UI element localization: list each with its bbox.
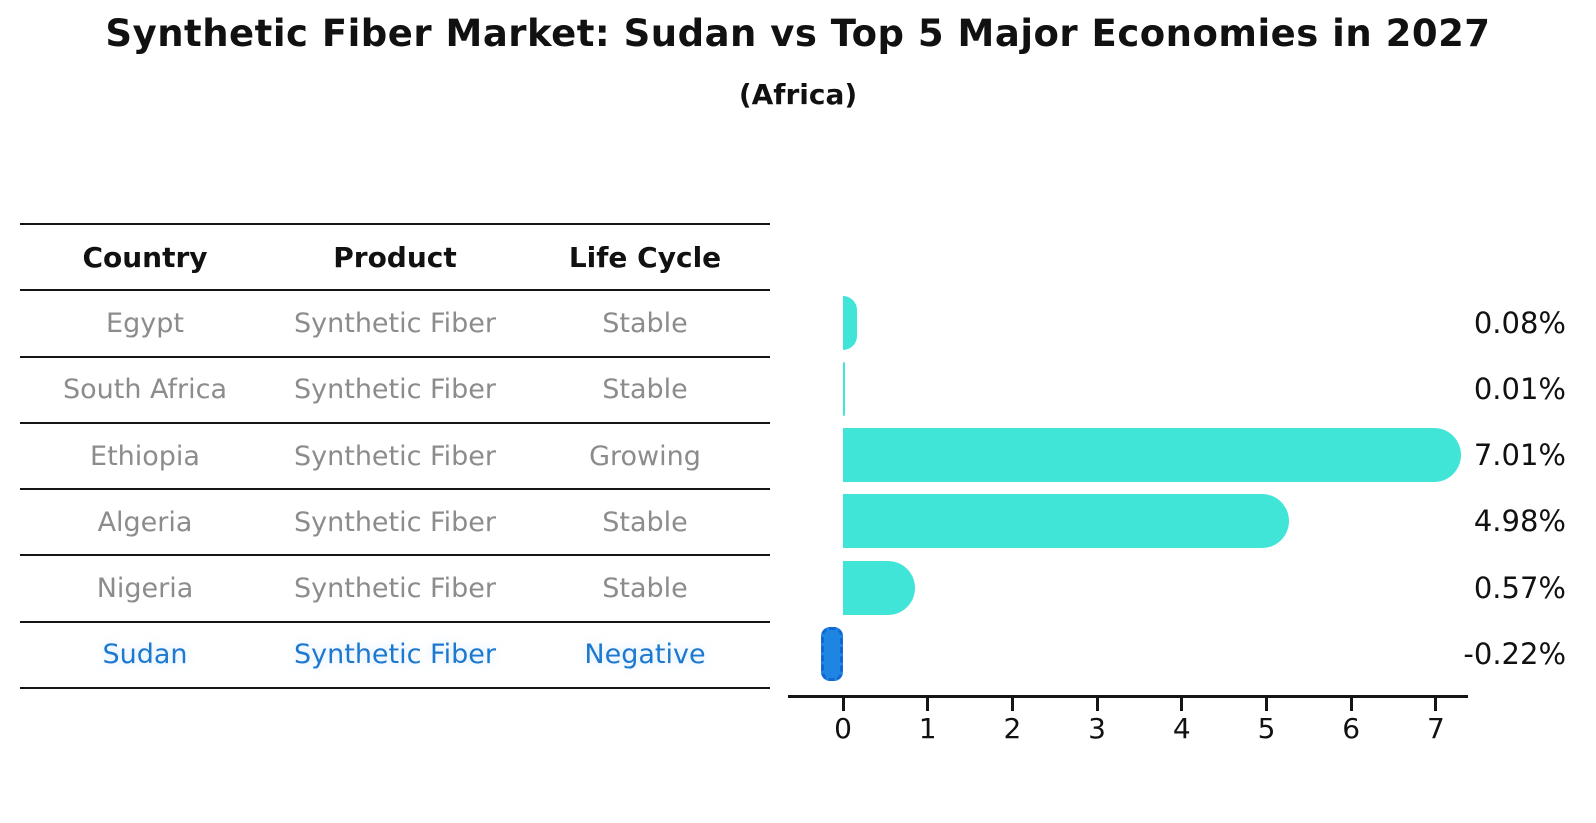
cell-life-cycle: Stable	[602, 307, 688, 339]
bar-ethiopia	[843, 428, 1461, 483]
cell-product: Synthetic Fiber	[294, 440, 496, 472]
cell-life-cycle: Stable	[602, 506, 688, 538]
cell-life-cycle: Growing	[589, 440, 701, 472]
cell-product: Synthetic Fiber	[294, 307, 496, 339]
x-axis-line	[788, 695, 1468, 698]
bar-egypt	[843, 295, 857, 350]
country-table: Country Product Life Cycle Egypt Syntheti…	[20, 223, 770, 690]
table-row-egypt: Egypt Synthetic Fiber Stable	[20, 291, 770, 358]
cell-product: Synthetic Fiber	[294, 639, 496, 671]
x-tick-label-3: 3	[1088, 712, 1106, 745]
x-tick-label-5: 5	[1257, 712, 1276, 745]
x-tick-label-4: 4	[1172, 712, 1191, 745]
table-row-south-africa: South Africa Synthetic Fiber Stable	[20, 358, 770, 424]
x-tick-3	[1095, 698, 1099, 711]
table-body: Egypt Synthetic Fiber Stable South Africa Sy…	[20, 291, 770, 690]
cell-country: Nigeria	[96, 573, 194, 605]
x-tick-label-1: 1	[918, 712, 937, 745]
cell-life-cycle: Stable	[602, 374, 688, 406]
x-tick-4	[1180, 698, 1184, 711]
table-header-row: Country Product Life Cycle	[20, 225, 770, 292]
cell-country: South Africa	[62, 374, 228, 406]
value-label-south-africa: 0.01%	[1473, 371, 1566, 406]
table-header-country: Country	[82, 240, 208, 274]
table-row-nigeria: Nigeria Synthetic Fiber Stable	[20, 556, 770, 623]
table-row-ethiopia: Ethiopia Synthetic Fiber Growing	[20, 424, 770, 491]
bar-nigeria	[843, 560, 916, 615]
cell-product: Synthetic Fiber	[294, 374, 496, 406]
chart-subtitle: (Africa)	[738, 78, 858, 111]
x-tick-2	[1010, 698, 1014, 711]
table-row-sudan: Sudan Synthetic Fiber Negative	[20, 623, 770, 690]
cell-life-cycle: Stable	[602, 573, 688, 605]
x-tick-label-0: 0	[834, 712, 852, 745]
cell-country: Egypt	[106, 307, 184, 339]
value-label-sudan: -0.22%	[1463, 637, 1566, 672]
value-label-algeria: 4.98%	[1473, 504, 1566, 539]
value-label-nigeria: 0.57%	[1473, 570, 1566, 605]
cell-country: Sudan	[102, 639, 188, 671]
x-tick-6	[1349, 698, 1353, 711]
x-tick-0	[841, 698, 845, 711]
cell-life-cycle: Negative	[584, 639, 706, 671]
value-label-ethiopia: 7.01%	[1473, 438, 1566, 473]
bar-sudan	[821, 627, 843, 682]
cell-country: Algeria	[97, 506, 193, 538]
table-row-algeria: Algeria Synthetic Fiber Stable	[20, 490, 770, 557]
cell-product: Synthetic Fiber	[294, 506, 496, 538]
bar-algeria	[843, 494, 1289, 549]
x-tick-label-2: 2	[1003, 712, 1022, 745]
x-tick-1	[926, 698, 930, 711]
x-tick-label-6: 6	[1342, 712, 1361, 745]
x-tick-label-7: 7	[1426, 712, 1445, 745]
x-tick-5	[1265, 698, 1268, 711]
bar-south-africa	[843, 361, 845, 416]
chart-title: Synthetic Fiber Market: Sudan vs Top 5 M…	[105, 12, 1491, 55]
cell-country: Ethiopia	[90, 440, 200, 472]
table-header-life-cycle: Life Cycle	[568, 240, 722, 274]
table-header-product: Product	[333, 240, 457, 274]
value-label-egypt: 0.08%	[1473, 305, 1566, 340]
cell-product: Synthetic Fiber	[294, 573, 496, 605]
x-tick-7	[1434, 698, 1438, 711]
